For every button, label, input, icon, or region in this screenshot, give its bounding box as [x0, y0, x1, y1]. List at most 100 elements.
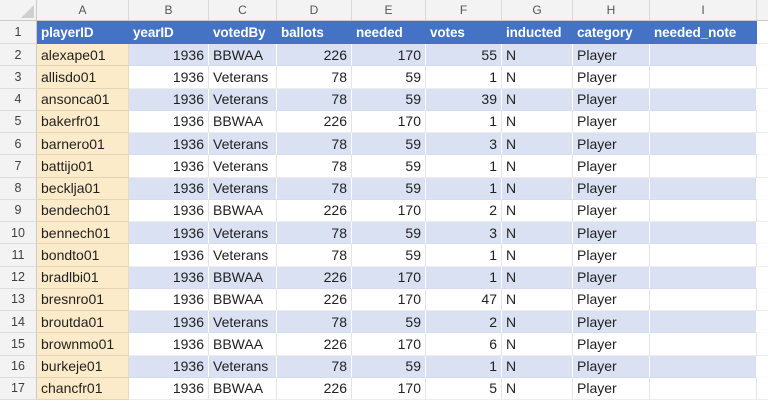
- cell-overflow[interactable]: [757, 44, 768, 67]
- cell-G17[interactable]: N: [502, 377, 573, 400]
- cell-D10[interactable]: 78: [277, 222, 352, 245]
- cell-C14[interactable]: Veterans: [209, 311, 277, 334]
- cell-H14[interactable]: Player: [573, 311, 650, 334]
- cell-C2[interactable]: BBWAA: [209, 44, 277, 67]
- row-number-9[interactable]: 9: [0, 199, 37, 222]
- cell-B14[interactable]: 1936: [129, 311, 209, 334]
- cell-G3[interactable]: N: [502, 66, 573, 89]
- column-header-A[interactable]: A: [37, 0, 129, 20]
- row-number-7[interactable]: 7: [0, 155, 37, 178]
- cell-overflow[interactable]: [757, 355, 768, 378]
- cell-E8[interactable]: 59: [352, 177, 426, 200]
- cell-B3[interactable]: 1936: [129, 66, 209, 89]
- cell-D6[interactable]: 78: [277, 133, 352, 156]
- cell-F10[interactable]: 3: [426, 222, 502, 245]
- cell-E17[interactable]: 170: [352, 377, 426, 400]
- cell-I8[interactable]: [650, 177, 757, 200]
- cell-B7[interactable]: 1936: [129, 155, 209, 178]
- header-cell-ballots[interactable]: ballots: [277, 21, 352, 44]
- cell-H10[interactable]: Player: [573, 222, 650, 245]
- cell-overflow[interactable]: [757, 155, 768, 178]
- cell-I7[interactable]: [650, 155, 757, 178]
- cell-overflow[interactable]: [757, 199, 768, 222]
- cell-overflow[interactable]: [757, 133, 768, 156]
- row-number-4[interactable]: 4: [0, 88, 37, 111]
- cell-I17[interactable]: [650, 377, 757, 400]
- cell-C12[interactable]: BBWAA: [209, 266, 277, 289]
- cell-F9[interactable]: 2: [426, 199, 502, 222]
- cell-H2[interactable]: Player: [573, 44, 650, 67]
- cell-F2[interactable]: 55: [426, 44, 502, 67]
- cell-B10[interactable]: 1936: [129, 222, 209, 245]
- cell-C9[interactable]: BBWAA: [209, 199, 277, 222]
- cell-H13[interactable]: Player: [573, 288, 650, 311]
- cell-C6[interactable]: Veterans: [209, 133, 277, 156]
- cell-E14[interactable]: 59: [352, 311, 426, 334]
- cell-B11[interactable]: 1936: [129, 244, 209, 267]
- cell-A7[interactable]: battijo01: [37, 155, 129, 178]
- cell-F8[interactable]: 1: [426, 177, 502, 200]
- cell-E15[interactable]: 170: [352, 333, 426, 356]
- cell-H5[interactable]: Player: [573, 110, 650, 133]
- cell-H11[interactable]: Player: [573, 244, 650, 267]
- column-header-J-partial[interactable]: [757, 0, 768, 20]
- cell-C17[interactable]: BBWAA: [209, 377, 277, 400]
- column-header-F[interactable]: F: [426, 0, 502, 20]
- cell-I5[interactable]: [650, 110, 757, 133]
- cell-H3[interactable]: Player: [573, 66, 650, 89]
- cell-F14[interactable]: 2: [426, 311, 502, 334]
- cell-E6[interactable]: 59: [352, 133, 426, 156]
- column-header-D[interactable]: D: [277, 0, 352, 20]
- cell-I4[interactable]: [650, 88, 757, 111]
- cell-F12[interactable]: 1: [426, 266, 502, 289]
- cell-E2[interactable]: 170: [352, 44, 426, 67]
- cell-A6[interactable]: barnero01: [37, 133, 129, 156]
- row-number-17[interactable]: 17: [0, 377, 37, 400]
- row-number-15[interactable]: 15: [0, 333, 37, 356]
- cell-H17[interactable]: Player: [573, 377, 650, 400]
- cell-A3[interactable]: allisdo01: [37, 66, 129, 89]
- cell-G13[interactable]: N: [502, 288, 573, 311]
- cell-I12[interactable]: [650, 266, 757, 289]
- cell-H6[interactable]: Player: [573, 133, 650, 156]
- row-number-2[interactable]: 2: [0, 44, 37, 67]
- header-cell-yearID[interactable]: yearID: [129, 21, 209, 44]
- cell-D8[interactable]: 78: [277, 177, 352, 200]
- cell-C11[interactable]: Veterans: [209, 244, 277, 267]
- cell-overflow[interactable]: [757, 110, 768, 133]
- cell-E5[interactable]: 170: [352, 110, 426, 133]
- row-number-13[interactable]: 13: [0, 288, 37, 311]
- cell-overflow[interactable]: [757, 266, 768, 289]
- column-header-B[interactable]: B: [129, 0, 209, 20]
- cell-C13[interactable]: BBWAA: [209, 288, 277, 311]
- cell-B8[interactable]: 1936: [129, 177, 209, 200]
- column-header-I[interactable]: I: [650, 0, 757, 20]
- cell-overflow[interactable]: [757, 66, 768, 89]
- cell-E12[interactable]: 170: [352, 266, 426, 289]
- cell-A15[interactable]: brownmo01: [37, 333, 129, 356]
- row-number-8[interactable]: 8: [0, 177, 37, 200]
- cell-B17[interactable]: 1936: [129, 377, 209, 400]
- cell-D3[interactable]: 78: [277, 66, 352, 89]
- cell-A9[interactable]: bendech01: [37, 199, 129, 222]
- cell-G6[interactable]: N: [502, 133, 573, 156]
- cell-E11[interactable]: 59: [352, 244, 426, 267]
- cell-E13[interactable]: 170: [352, 288, 426, 311]
- cell-H15[interactable]: Player: [573, 333, 650, 356]
- cell-B15[interactable]: 1936: [129, 333, 209, 356]
- cell-D7[interactable]: 78: [277, 155, 352, 178]
- cell-C8[interactable]: Veterans: [209, 177, 277, 200]
- cell-C4[interactable]: Veterans: [209, 88, 277, 111]
- cell-D15[interactable]: 226: [277, 333, 352, 356]
- cell-F4[interactable]: 39: [426, 88, 502, 111]
- cell-F6[interactable]: 3: [426, 133, 502, 156]
- header-cell-inducted[interactable]: inducted: [502, 21, 573, 44]
- cell-D13[interactable]: 226: [277, 288, 352, 311]
- cell-F7[interactable]: 1: [426, 155, 502, 178]
- cell-A11[interactable]: bondto01: [37, 244, 129, 267]
- cell-D16[interactable]: 78: [277, 355, 352, 378]
- cell-H4[interactable]: Player: [573, 88, 650, 111]
- cell-overflow[interactable]: [757, 21, 768, 44]
- cell-G16[interactable]: N: [502, 355, 573, 378]
- cell-D11[interactable]: 78: [277, 244, 352, 267]
